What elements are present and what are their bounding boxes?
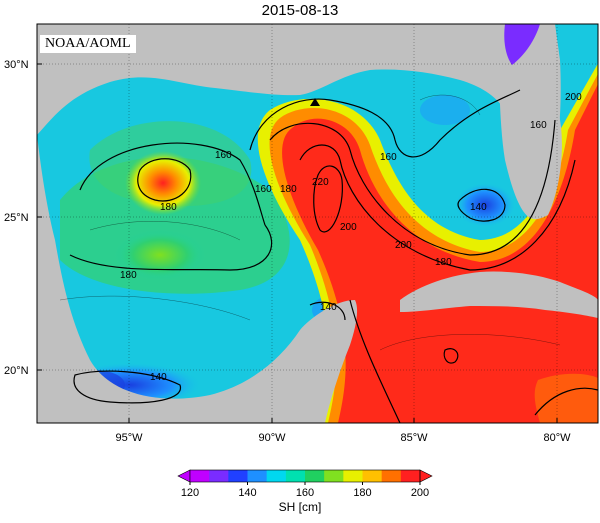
- grid: [37, 24, 598, 423]
- colorbar-segment: [228, 470, 248, 482]
- colorbar-segment: [343, 470, 363, 482]
- contour-label: 180: [435, 257, 452, 268]
- contour-label: 160: [215, 150, 232, 161]
- station-marker: [310, 98, 320, 106]
- colorbar-max-arrow: [419, 469, 433, 483]
- contour-label: 140: [320, 302, 337, 313]
- contour-label: 200: [340, 222, 357, 233]
- contour-label: 160: [380, 152, 397, 163]
- warm-eddy: [125, 151, 201, 215]
- lon-tick-label: 90°W: [258, 432, 286, 444]
- contour-label: 220: [312, 177, 329, 188]
- contour-label: 200: [395, 240, 412, 251]
- colorbar-segment: [305, 470, 325, 482]
- colorbar-segment: [362, 470, 383, 482]
- colorbar-min-arrow: [177, 469, 191, 483]
- map-area: [37, 24, 598, 423]
- lat-axis: 30°N 25°N 20°N: [4, 59, 42, 377]
- land-florida: [498, 24, 561, 218]
- contour-label: 180: [160, 202, 177, 213]
- map-title: 2015-08-13: [261, 2, 339, 19]
- land-northern-gulf: [37, 24, 562, 220]
- colorbar-label: SH [cm]: [278, 500, 322, 514]
- lon-tick-label: 80°W: [543, 432, 571, 444]
- colorbar-tick-label: 200: [411, 487, 429, 499]
- colorbar-segment: [381, 470, 402, 482]
- map-frame: [36, 23, 599, 424]
- lon-tick-label: 95°W: [115, 432, 143, 444]
- colorbar-segment: [247, 470, 268, 482]
- lon-axis: 95°W 90°W 85°W 80°W: [115, 418, 571, 444]
- colorbar-segment: [285, 470, 306, 482]
- contour-label: 180: [120, 270, 137, 281]
- lon-tick-label: 85°W: [400, 432, 428, 444]
- contour-label: 140: [470, 202, 487, 213]
- contour-label-layer: 160 180 160 180 220 200 160 140 180 140 …: [120, 92, 582, 383]
- land-mexico: [37, 135, 358, 423]
- colorbar-tick-label: 180: [353, 487, 371, 499]
- credit-label: NOAA/AOML: [40, 35, 136, 53]
- colorbar-tick-label: 120: [181, 487, 199, 499]
- colorbar: 120 140 160 180 200: [177, 469, 433, 499]
- contour-label: 180: [280, 184, 297, 195]
- contour-label: 200: [565, 92, 582, 103]
- lat-tick-label: 20°N: [4, 365, 29, 377]
- land-cuba: [400, 271, 598, 318]
- contour-label: 160: [530, 120, 547, 131]
- colorbar-segment: [190, 470, 210, 482]
- colorbar-segment: [324, 470, 344, 482]
- lat-tick-label: 30°N: [4, 59, 29, 71]
- colorbar-segment: [400, 470, 421, 482]
- contour-label: 140: [150, 372, 167, 383]
- contour-lines: [69, 89, 598, 423]
- colorbar-segment: [209, 470, 229, 482]
- colorbar-tick-label: 140: [238, 487, 256, 499]
- colorbar-tick-label: 160: [296, 487, 314, 499]
- colorbar-segment: [266, 470, 287, 482]
- loop-current: [282, 84, 598, 423]
- lat-tick-label: 25°N: [4, 212, 29, 224]
- contour-label: 160: [255, 184, 272, 195]
